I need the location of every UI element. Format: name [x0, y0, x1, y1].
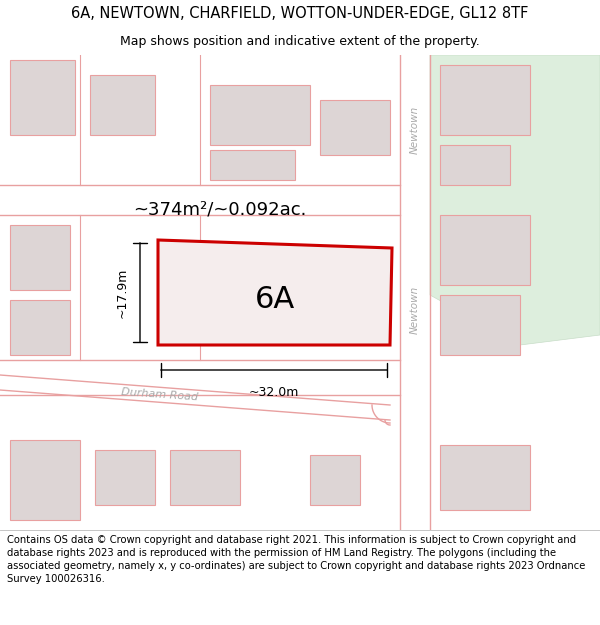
Text: ~374m²/~0.092ac.: ~374m²/~0.092ac.: [133, 201, 307, 219]
Polygon shape: [440, 445, 530, 510]
Polygon shape: [10, 300, 70, 355]
Polygon shape: [158, 240, 392, 345]
Polygon shape: [210, 150, 295, 180]
Text: Contains OS data © Crown copyright and database right 2021. This information is : Contains OS data © Crown copyright and d…: [7, 535, 586, 584]
Polygon shape: [10, 60, 75, 135]
Polygon shape: [170, 450, 240, 505]
Polygon shape: [440, 145, 510, 185]
Polygon shape: [400, 55, 430, 530]
Polygon shape: [430, 55, 600, 345]
Text: 6A: 6A: [255, 286, 295, 314]
Polygon shape: [0, 375, 390, 420]
Text: Newtown: Newtown: [410, 286, 420, 334]
Polygon shape: [440, 295, 520, 355]
Text: Durham Road: Durham Road: [121, 388, 199, 402]
Polygon shape: [10, 440, 80, 520]
Polygon shape: [95, 450, 155, 505]
Text: 6A, NEWTOWN, CHARFIELD, WOTTON-UNDER-EDGE, GL12 8TF: 6A, NEWTOWN, CHARFIELD, WOTTON-UNDER-EDG…: [71, 6, 529, 21]
Text: Newtown: Newtown: [410, 106, 420, 154]
Polygon shape: [210, 85, 310, 145]
Polygon shape: [90, 75, 155, 135]
Polygon shape: [320, 100, 390, 155]
Text: ~32.0m: ~32.0m: [249, 386, 299, 399]
Polygon shape: [440, 215, 530, 285]
Polygon shape: [440, 65, 530, 135]
Polygon shape: [310, 455, 360, 505]
Text: ~17.9m: ~17.9m: [115, 268, 128, 318]
Polygon shape: [10, 225, 70, 290]
Text: Map shows position and indicative extent of the property.: Map shows position and indicative extent…: [120, 35, 480, 48]
